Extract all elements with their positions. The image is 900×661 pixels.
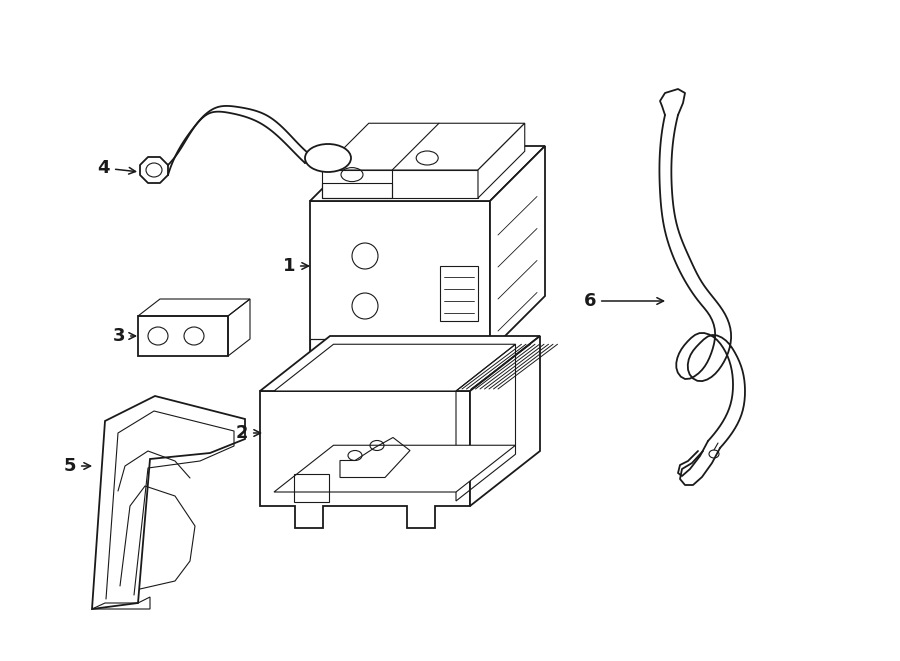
Polygon shape [274, 344, 516, 391]
Polygon shape [490, 146, 545, 351]
Polygon shape [274, 446, 516, 492]
Polygon shape [92, 396, 245, 609]
Text: 3: 3 [112, 327, 136, 345]
Text: 6: 6 [583, 292, 663, 310]
Text: 1: 1 [283, 257, 309, 275]
Text: 5: 5 [64, 457, 91, 475]
Ellipse shape [148, 327, 168, 345]
Text: 4: 4 [97, 159, 136, 177]
Polygon shape [310, 201, 490, 351]
Polygon shape [478, 123, 525, 198]
Polygon shape [322, 170, 478, 198]
Polygon shape [322, 123, 525, 170]
Polygon shape [260, 336, 540, 391]
Text: 2: 2 [236, 424, 260, 442]
Polygon shape [260, 391, 470, 528]
Ellipse shape [184, 327, 204, 345]
Polygon shape [310, 146, 545, 201]
Ellipse shape [305, 144, 351, 172]
Polygon shape [470, 336, 540, 506]
